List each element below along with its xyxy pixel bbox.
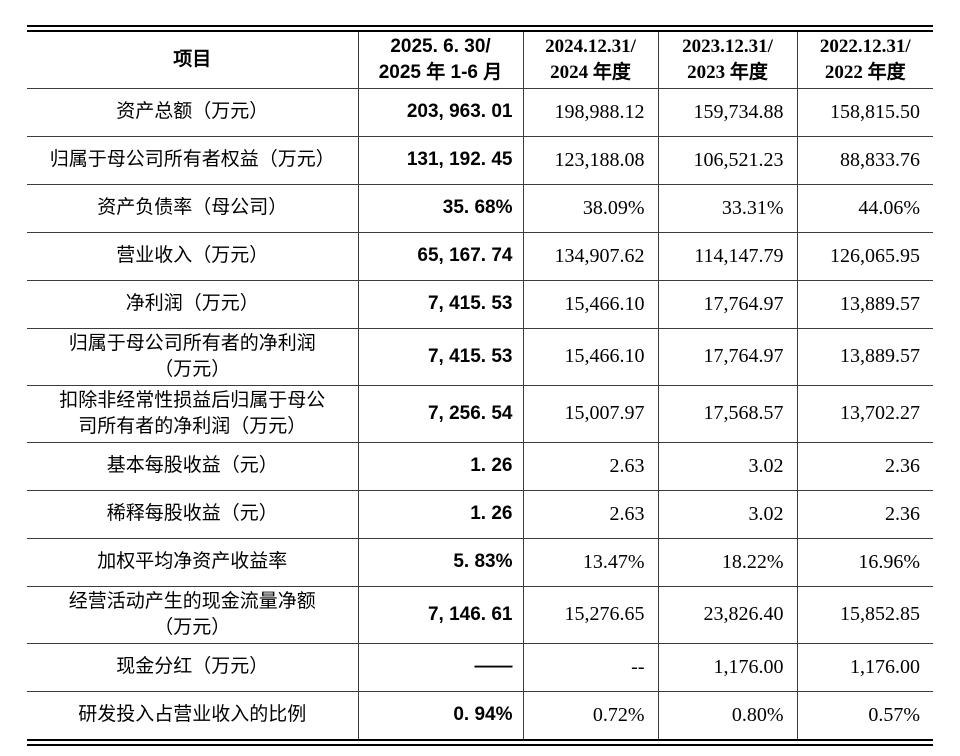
value-2022: 13,889.57	[796, 327, 933, 386]
row-label: 扣除非经常性损益后归属于母公 司所有者的净利润（万元）	[27, 384, 359, 443]
value-2024: 2.63	[522, 441, 659, 491]
top-double-rule	[27, 25, 933, 32]
value-2022: 1,176.00	[796, 642, 933, 692]
row-label: 营业收入（万元）	[27, 231, 359, 281]
value-2025: 7, 256. 54	[357, 384, 524, 443]
financial-summary: 项目 2025. 6. 30/ 2025 年 1-6 月 2024.12.31/…	[27, 25, 933, 746]
value-2025: 0. 94%	[357, 690, 524, 739]
value-2024: 15,466.10	[522, 279, 659, 329]
table-row-total-assets: 资产总额（万元） 203, 963. 01 198,988.12 159,734…	[27, 87, 933, 137]
table-row-parent-net-profit: 归属于母公司所有者的净利润 （万元） 7, 415. 53 15,466.10 …	[27, 327, 933, 386]
row-label: 现金分红（万元）	[27, 642, 359, 692]
value-2025: 65, 167. 74	[357, 231, 524, 281]
row-label: 资产负债率（母公司）	[27, 183, 359, 233]
value-2024: 134,907.62	[522, 231, 659, 281]
value-2022: 13,889.57	[796, 279, 933, 329]
row-label: 研发投入占营业收入的比例	[27, 690, 359, 739]
table-row-deducted-net-profit: 扣除非经常性损益后归属于母公 司所有者的净利润（万元） 7, 256. 54 1…	[27, 384, 933, 443]
table-row-parent-equity: 归属于母公司所有者权益（万元） 131, 192. 45 123,188.08 …	[27, 135, 933, 185]
value-2023: 17,764.97	[657, 327, 798, 386]
value-2023: 106,521.23	[657, 135, 798, 185]
value-2025: 7, 415. 53	[357, 327, 524, 386]
value-2022: 15,852.85	[796, 585, 933, 644]
value-2025: 1. 26	[357, 489, 524, 539]
value-2024: 15,466.10	[522, 327, 659, 386]
value-2024: 38.09%	[522, 183, 659, 233]
row-label: 加权平均净资产收益率	[27, 537, 359, 587]
value-2025: ——	[357, 642, 524, 692]
value-2022: 2.36	[796, 489, 933, 539]
value-2022: 44.06%	[796, 183, 933, 233]
value-2024: 13.47%	[522, 537, 659, 587]
value-2025: 35. 68%	[357, 183, 524, 233]
value-2022: 126,065.95	[796, 231, 933, 281]
table-row-cash-dividend: 现金分红（万元） —— -- 1,176.00 1,176.00	[27, 642, 933, 692]
header-period-2025: 2025. 6. 30/ 2025 年 1-6 月	[357, 32, 524, 89]
value-2023: 17,764.97	[657, 279, 798, 329]
value-2023: 17,568.57	[657, 384, 798, 443]
table-row-debt-ratio: 资产负债率（母公司） 35. 68% 38.09% 33.31% 44.06%	[27, 183, 933, 233]
header-period-2023: 2023.12.31/ 2023 年度	[657, 32, 798, 89]
header-period-2022: 2022.12.31/ 2022 年度	[796, 32, 933, 89]
value-2023: 3.02	[657, 441, 798, 491]
value-2025: 5. 83%	[357, 537, 524, 587]
value-2022: 16.96%	[796, 537, 933, 587]
value-2022: 13,702.27	[796, 384, 933, 443]
header-period-2024: 2024.12.31/ 2024 年度	[522, 32, 659, 89]
value-2023: 159,734.88	[657, 87, 798, 137]
value-2025: 1. 26	[357, 441, 524, 491]
row-label: 基本每股收益（元）	[27, 441, 359, 491]
table-row-rd-ratio: 研发投入占营业收入的比例 0. 94% 0.72% 0.80% 0.57%	[27, 690, 933, 739]
value-2025: 131, 192. 45	[357, 135, 524, 185]
value-2022: 88,833.76	[796, 135, 933, 185]
value-2023: 1,176.00	[657, 642, 798, 692]
table-row-revenue: 营业收入（万元） 65, 167. 74 134,907.62 114,147.…	[27, 231, 933, 281]
row-label: 经营活动产生的现金流量净额 （万元）	[27, 585, 359, 644]
table-row-weighted-roe: 加权平均净资产收益率 5. 83% 13.47% 18.22% 16.96%	[27, 537, 933, 587]
value-2024: 123,188.08	[522, 135, 659, 185]
value-2024: 0.72%	[522, 690, 659, 739]
row-label: 稀释每股收益（元）	[27, 489, 359, 539]
value-2024: --	[522, 642, 659, 692]
value-2023: 18.22%	[657, 537, 798, 587]
financial-summary-table: 项目 2025. 6. 30/ 2025 年 1-6 月 2024.12.31/…	[27, 32, 933, 739]
value-2022: 2.36	[796, 441, 933, 491]
value-2023: 33.31%	[657, 183, 798, 233]
value-2024: 15,007.97	[522, 384, 659, 443]
value-2023: 0.80%	[657, 690, 798, 739]
table-row-operating-cash-flow: 经营活动产生的现金流量净额 （万元） 7, 146. 61 15,276.65 …	[27, 585, 933, 644]
value-2022: 0.57%	[796, 690, 933, 739]
row-label: 净利润（万元）	[27, 279, 359, 329]
value-2023: 3.02	[657, 489, 798, 539]
value-2023: 23,826.40	[657, 585, 798, 644]
table-row-basic-eps: 基本每股收益（元） 1. 26 2.63 3.02 2.36	[27, 441, 933, 491]
value-2022: 158,815.50	[796, 87, 933, 137]
bottom-double-rule	[27, 739, 933, 746]
row-label: 资产总额（万元）	[27, 87, 359, 137]
table-row-net-profit: 净利润（万元） 7, 415. 53 15,466.10 17,764.97 1…	[27, 279, 933, 329]
header-item-label: 项目	[27, 32, 359, 89]
value-2025: 7, 146. 61	[357, 585, 524, 644]
value-2024: 198,988.12	[522, 87, 659, 137]
value-2024: 2.63	[522, 489, 659, 539]
header-row: 项目 2025. 6. 30/ 2025 年 1-6 月 2024.12.31/…	[27, 32, 933, 89]
value-2024: 15,276.65	[522, 585, 659, 644]
value-2025: 7, 415. 53	[357, 279, 524, 329]
table-row-diluted-eps: 稀释每股收益（元） 1. 26 2.63 3.02 2.36	[27, 489, 933, 539]
value-2025: 203, 963. 01	[357, 87, 524, 137]
value-2023: 114,147.79	[657, 231, 798, 281]
row-label: 归属于母公司所有者的净利润 （万元）	[27, 327, 359, 386]
row-label: 归属于母公司所有者权益（万元）	[27, 135, 359, 185]
